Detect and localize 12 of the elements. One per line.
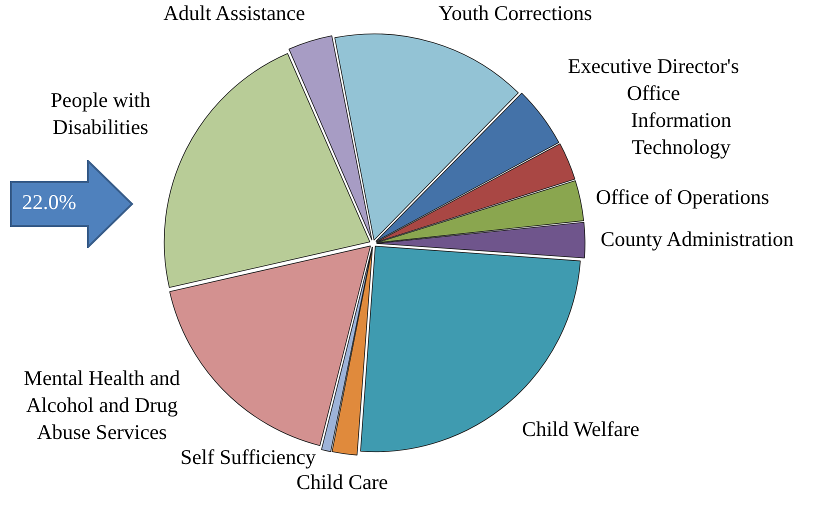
slice-label: Child Care: [296, 469, 388, 496]
slice-label: Office of Operations: [596, 184, 770, 211]
slice-label: Self Sufficiency: [180, 444, 316, 472]
slice-label: Child Welfare: [522, 416, 640, 443]
slice-label: Adult Assistance: [163, 0, 306, 27]
slice-label: Mental Health and Alcohol and Drug Abuse Services: [22, 365, 182, 446]
slice-label: County Administration: [600, 226, 794, 254]
data-label: 22.0%: [22, 190, 76, 215]
slice-label: Executive Director's Office: [566, 52, 740, 107]
slice-label: Youth Corrections: [438, 0, 592, 27]
slice-label: Information Technology: [630, 106, 732, 161]
slice-label: People with Disabilities: [50, 86, 152, 141]
